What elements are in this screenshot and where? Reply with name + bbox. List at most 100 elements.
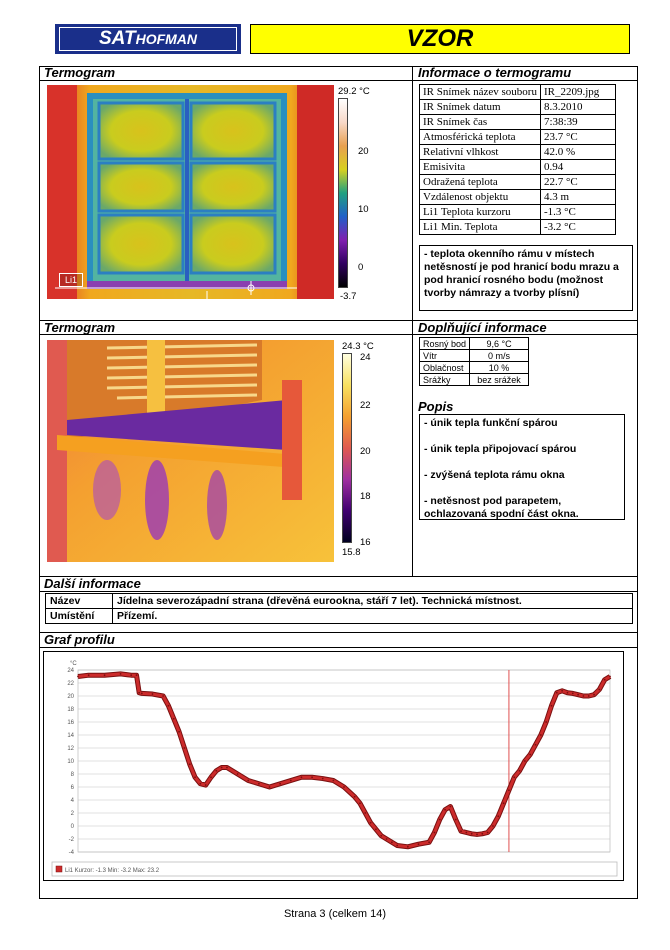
report-frame [39,66,638,899]
data-point [172,717,175,720]
graf-heading: Graf profilu [44,632,115,647]
table-row: Název Jídelna severozápadní strana (dřevě… [45,593,633,609]
popis-item: - netěsnost pod parapetem, ochlazovaná s… [424,495,579,520]
data-point [247,779,250,782]
data-point [550,704,553,707]
scale1-tick: 10 [358,204,369,215]
data-point [561,689,564,692]
data-point [364,812,367,814]
data-point [571,692,574,695]
row-label: Li1 Min. Teplota [419,219,541,235]
y-tick-label: 2 [71,811,75,817]
color-scale-1 [338,98,348,288]
y-tick-label: 24 [67,668,74,674]
row-label: IR Snímek čas [419,114,541,130]
scale2-tick: 24 [360,352,371,363]
table-row: Li1 Teplota kurzoru -1.3 °C [419,204,616,220]
row-label: Vzdálenost objektu [419,189,541,205]
data-point [545,721,548,723]
thermal-image-2 [47,340,334,562]
data-point [598,688,601,691]
row-value: 9,6 °C [469,337,530,350]
data-point [470,832,473,835]
divider [39,334,638,335]
data-point [481,832,484,835]
table-row: Emisivita 0.94 [419,159,616,175]
data-point [178,730,180,733]
y-tick-label: 10 [67,759,74,765]
y-tick-label: 12 [67,746,74,752]
row-label: Srážky [418,373,471,386]
row-label: Oblačnost [418,361,471,374]
row-label: Relativní vlhkost [419,144,541,160]
y-tick-label: 22 [67,681,74,687]
profile-chart-frame: 24 22 20 18 16 14 12 10 8 6 4 2 0 -2 -4 °C Li1 Kurzor:… [43,651,624,881]
data-point [385,838,388,840]
thermal-image-1: Li1 [47,85,334,299]
data-point [417,843,420,846]
popis-item: - únik tepla připojovací spárou [424,443,577,455]
row-label: Odražená teplota [419,174,541,190]
data-point [289,779,292,782]
weather-table: Rosný bod 9,6 °C Vítr 0 m/s Oblačnost 10 % Srá… [418,337,530,386]
data-point [518,769,521,772]
row-value: -1.3 °C [539,204,616,220]
data-point [465,831,468,834]
logo-sub-text: HOFMAN [135,31,198,47]
divider [39,576,638,577]
table-row: Atmosférická teplota 23.7 °C [419,129,616,145]
data-point [359,802,361,805]
data-point [138,691,141,694]
data-point [194,776,196,779]
data-point [555,691,558,694]
data-point [130,674,133,677]
row-value: Přízemí. [112,608,633,624]
data-point [497,815,500,818]
popis-item: - zvýšená teplota rámu okna [424,469,565,481]
table-row: Srážky bez srážek [418,373,530,386]
table-row: IR Snímek název souboru IR_2209.jpg [419,84,616,100]
data-point [103,674,106,677]
data-point [513,776,516,779]
data-point [236,773,239,775]
thermal-image-2-graphic [47,340,334,562]
data-point [268,786,271,788]
data-point [183,747,186,749]
data-point [396,844,399,847]
row-value: -3.2 °C [539,219,616,235]
page-number: Strana 3 (celkem 14) [283,908,387,920]
data-point [210,776,212,779]
row-label: Emisivita [419,159,541,175]
data-point [460,830,462,833]
y-tick-label: 8 [71,772,75,778]
data-point [353,795,356,798]
table-row: Li1 Min. Teplota -3.2 °C [419,219,616,235]
data-point [444,808,446,811]
termogram2-heading: Termogram [44,320,116,335]
row-value: Jídelna severozápadní strana (dřevěná eu… [112,593,633,609]
row-value: 0 m/s [469,349,530,362]
company-logo: SATHOFMAN [55,24,241,54]
data-point [167,704,170,707]
row-value: 8.3.2010 [539,99,616,115]
chart-unit-label: °C [70,661,77,667]
row-label: Rosný bod [418,337,471,350]
data-point [587,695,590,697]
data-point [523,760,526,762]
divider [39,320,638,321]
series-line [77,672,611,849]
row-value: 22.7 °C [539,174,616,190]
y-tick-label: 16 [67,720,74,726]
data-point [332,779,335,782]
row-value: 42.0 % [539,144,616,160]
dalsi-heading: Další informace [44,576,141,591]
info-table: IR Snímek název souboru IR_2209.jpg IR Sní… [419,84,616,235]
row-label: Vítr [418,349,471,362]
row-label: Li1 Teplota kurzoru [419,204,541,220]
table-row: Umístění Přízemí. [45,608,633,624]
data-point [375,828,377,831]
data-point [162,695,165,697]
termogram1-heading: Termogram [44,65,116,80]
data-point [87,674,90,677]
row-value: IR_2209.jpg [539,84,616,100]
